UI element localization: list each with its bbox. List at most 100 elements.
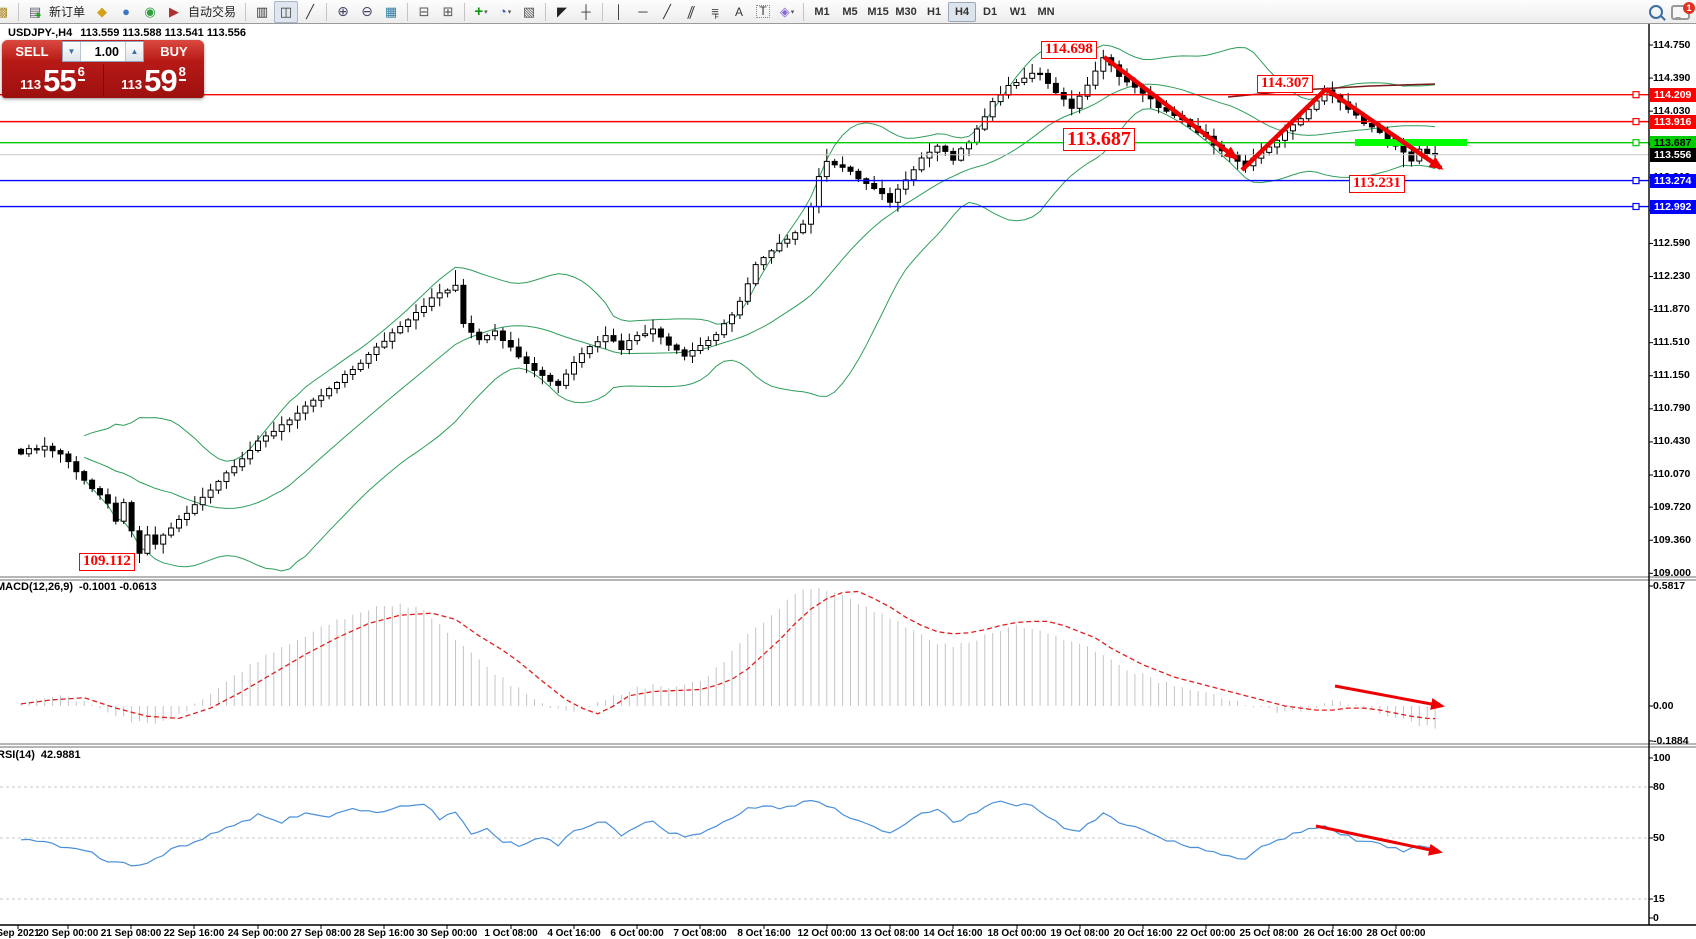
buy-price[interactable]: 113 59 8 (103, 63, 204, 98)
spread-diamond-icon (84, 108, 89, 115)
price-axis-tick: 110.430 (1653, 435, 1691, 448)
tf-button-M1[interactable]: M1 (814, 5, 830, 18)
tf-button-H4[interactable]: H4 (948, 1, 977, 22)
notification-badge: 1 (1683, 1, 1695, 14)
buy-button[interactable]: BUY (144, 40, 204, 63)
hline-button[interactable] (631, 1, 655, 23)
trendline-icon (663, 4, 671, 20)
price-label-annotation[interactable]: 113.231 (1349, 175, 1405, 193)
trendline-button[interactable] (655, 1, 679, 23)
volume-increase-button[interactable]: ▲ (125, 42, 143, 61)
time-axis-label: 27 Sep 08:00 (290, 928, 352, 939)
tf-button-H1[interactable]: H1 (927, 5, 942, 18)
market-button[interactable] (114, 1, 138, 23)
price-label-annotation[interactable]: 114.307 (1257, 75, 1313, 93)
signals-icon (97, 4, 107, 20)
chevron-down-icon: ▾ (484, 8, 488, 16)
channel-button[interactable] (679, 1, 703, 23)
arrows-button[interactable]: ▾ (775, 1, 799, 23)
indicator-window-button[interactable] (412, 1, 436, 23)
indicator-window2-icon (443, 4, 454, 20)
macd-axis-tick: -0.1884 (1653, 734, 1689, 747)
fibo-button[interactable] (703, 1, 727, 23)
periods-button[interactable]: ▾ (493, 1, 517, 23)
volume-decrease-button[interactable]: ▼ (63, 42, 81, 61)
toolbar-separator (602, 2, 604, 21)
hline-icon (638, 4, 647, 19)
channel-icon (688, 4, 695, 20)
tf-button-D1[interactable]: D1 (983, 5, 998, 18)
toolbar-separator (407, 2, 409, 21)
time-axis-label: 6 Oct 00:00 (610, 928, 664, 939)
crosshair-button[interactable] (574, 1, 598, 23)
sell-button[interactable]: SELL (2, 40, 62, 63)
time-axis-label: 4 Oct 16:00 (547, 928, 601, 939)
bar-chart-button[interactable] (250, 1, 274, 23)
tf-button-M15[interactable]: M15 (867, 5, 889, 18)
price-label-annotation[interactable]: 113.687 (1063, 128, 1135, 151)
rsi-indicator-label: RSI(14) 42.9881 (0, 749, 81, 761)
templates-button[interactable] (517, 1, 541, 23)
sell-price-prefix: 113 (20, 77, 42, 92)
tf-button-M30[interactable]: M30 (895, 5, 917, 18)
toolbar-separator (464, 2, 466, 21)
price-axis-tick: 109.000 (1653, 566, 1691, 579)
macd-values: -0.1001 -0.0613 (79, 581, 157, 593)
price-axis-tick: 110.790 (1653, 402, 1691, 415)
zoom-out-button[interactable] (355, 1, 379, 23)
arrange-icon[interactable] (0, 1, 14, 23)
price-label-annotation[interactable]: 114.698 (1041, 41, 1097, 59)
label-icon (756, 5, 769, 18)
time-axis-label: 19 Oct 08:00 (1050, 928, 1110, 939)
trade-panel-divider (103, 64, 104, 97)
time-axis-label: 12 Oct 00:00 (797, 928, 857, 939)
one-click-trading-panel: SELL ▼ ▲ BUY 113 55 6 113 59 8 (2, 40, 204, 98)
sell-price-main: 55 (43, 63, 76, 98)
tile-windows-button[interactable] (379, 1, 403, 23)
buy-price-pip: 8 (178, 64, 186, 81)
tf-button-W1[interactable]: W1 (1009, 5, 1027, 18)
zoom-in-button[interactable] (331, 1, 355, 23)
auto-trading-button[interactable] (162, 1, 186, 23)
chat-icon[interactable]: 1 (1671, 1, 1695, 20)
auto-trading-icon (169, 4, 179, 20)
tf-button-M5[interactable]: M5 (842, 5, 858, 18)
indicators-icon (474, 3, 483, 20)
volume-input[interactable] (81, 42, 125, 61)
time-axis-label: 20 Oct 16:00 (1113, 928, 1173, 939)
indicators-button[interactable]: ▾ (469, 1, 493, 23)
candle-chart-button[interactable] (274, 0, 299, 23)
vline-button[interactable] (607, 1, 631, 23)
line-chart-button[interactable] (298, 1, 322, 23)
macd-axis-tick: 0.5817 (1653, 579, 1686, 592)
news-button[interactable] (138, 1, 162, 23)
sell-price[interactable]: 113 55 6 (2, 63, 103, 98)
new-order-button[interactable] (23, 1, 47, 23)
arrows-icon (780, 4, 790, 20)
signals-button[interactable] (90, 1, 114, 23)
price-axis-tick: 110.070 (1653, 468, 1691, 481)
rsi-axis-tick: 15 (1653, 892, 1665, 905)
hline-price-tag: 113.274 (1650, 173, 1696, 188)
chevron-down-icon: ▾ (790, 8, 795, 16)
vline-icon (615, 4, 623, 19)
hline-price-tag: 112.992 (1650, 199, 1696, 214)
text-button[interactable] (727, 1, 751, 23)
auto-trading-button-label[interactable]: 自动交易 (188, 5, 237, 19)
time-axis-label: Sep 2021 (0, 928, 40, 939)
arrange-icon-icon (0, 4, 8, 20)
indicator-window2-button[interactable] (436, 1, 460, 23)
cursor-button[interactable] (550, 1, 574, 23)
price-label-annotation[interactable]: 109.112 (79, 553, 135, 571)
rsi-axis-tick: 80 (1653, 780, 1665, 793)
price-axis-tick: 112.590 (1653, 236, 1691, 249)
tf-button-MN[interactable]: MN (1037, 5, 1055, 18)
new-order-button-label[interactable]: 新订单 (49, 5, 86, 19)
search-icon[interactable] (1649, 5, 1663, 19)
symbol-title: USDJPY-,H4 (8, 27, 73, 39)
price-axis-tick: 112.230 (1653, 270, 1691, 283)
market-icon (122, 4, 130, 19)
label-button[interactable] (751, 1, 775, 23)
